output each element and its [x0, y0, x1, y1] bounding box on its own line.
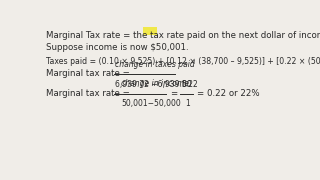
Text: 50,001−50,000: 50,001−50,000	[121, 99, 181, 108]
Text: 6,939.72 −6,939.50: 6,939.72 −6,939.50	[115, 80, 192, 89]
Text: 0.22: 0.22	[181, 80, 198, 89]
Text: Suppose income is now $50,001.: Suppose income is now $50,001.	[46, 43, 189, 52]
FancyBboxPatch shape	[143, 27, 157, 35]
Text: Taxes paid = (0.10 × 9,525) + [0.12 × (38,700 – 9,525)] + [0.22 × (50,001 – 3870: Taxes paid = (0.10 × 9,525) + [0.12 × (3…	[46, 57, 320, 66]
Text: Marginal tax rate =: Marginal tax rate =	[46, 69, 133, 78]
Text: 1: 1	[185, 99, 190, 108]
Text: Marginal tax rate =: Marginal tax rate =	[46, 89, 133, 98]
Text: Marginal Tax rate = the tax rate paid on the next dollar of income.: Marginal Tax rate = the tax rate paid on…	[46, 31, 320, 40]
Text: change in taxes paid: change in taxes paid	[115, 60, 195, 69]
Text: =: =	[170, 89, 178, 98]
Text: change in income: change in income	[121, 79, 189, 88]
Text: = 0.22 or 22%: = 0.22 or 22%	[197, 89, 260, 98]
